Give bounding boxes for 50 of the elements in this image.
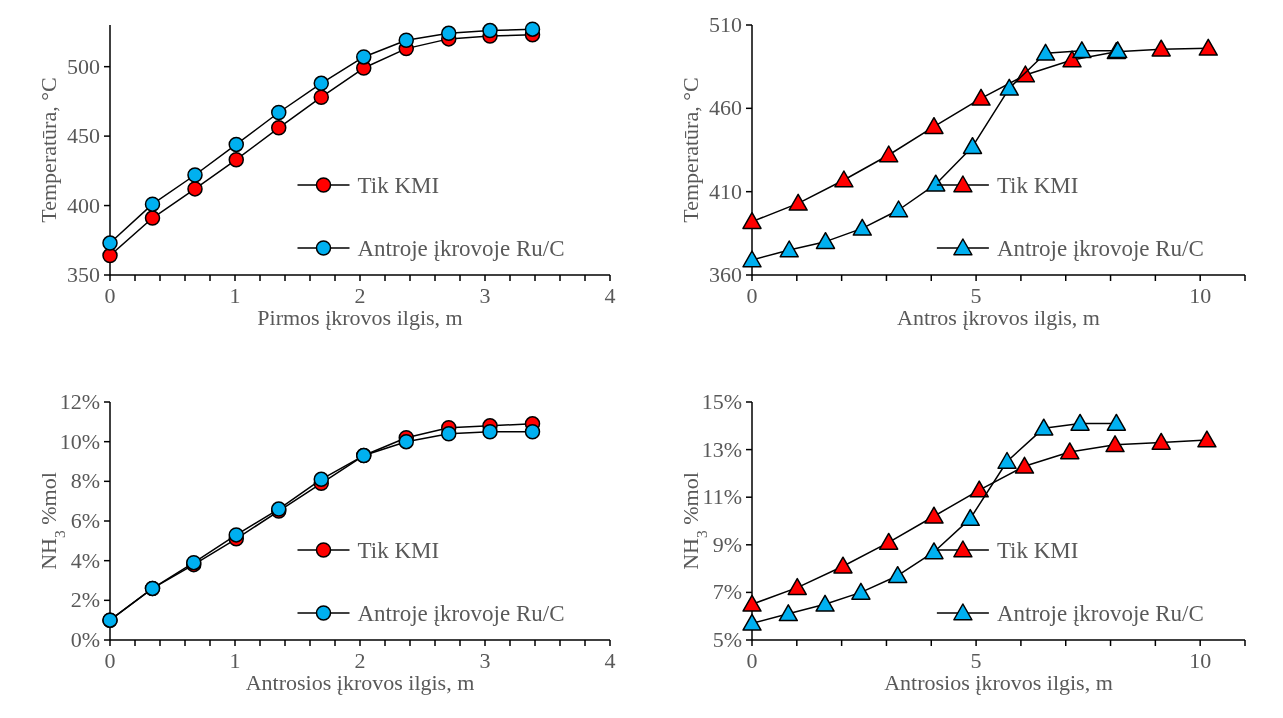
x-tick-label: 10 [1189,648,1212,673]
y-tick-label: 410 [709,178,742,204]
legend-label: Tik KMI [996,173,1079,198]
x-tick-label: 10 [1189,283,1212,308]
y-tick-label: 15% [701,389,742,414]
x-tick-label: 2 [354,283,366,308]
x-tick-label: 5 [970,648,982,673]
y-tick-label: 10% [59,428,100,454]
x-tick-label: 4 [604,283,616,308]
y-tick-label: 8% [70,468,100,494]
x-axis-title: Antrosios įkrovos ilgis, m [884,670,1113,695]
legend-label: Antroje įkrovoje Ru/C [357,601,565,626]
y-tick-label: 350 [67,262,100,287]
x-tick-label: 0 [746,283,758,308]
y-tick-label: 360 [709,262,742,287]
x-tick-label: 2 [354,648,366,673]
y-tick-label: 4% [70,547,100,573]
x-axis-title: Antrosios įkrovos ilgis, m [245,670,475,695]
y-tick-label: 12% [59,389,100,414]
x-axis-title: Pirmos įkrovos ilgis, m [257,305,463,330]
y-tick-label: 2% [70,587,100,613]
y-tick-label: 450 [67,123,100,149]
x-tick-label: 0 [104,648,116,673]
x-tick-label: 0 [746,648,758,673]
y-tick-label: 500 [67,53,100,79]
x-axis-title: Antros įkrovos ilgis, m [897,305,1100,330]
y-tick-label: 7% [712,579,742,605]
x-tick-label: 1 [229,648,241,673]
legend-label: Antroje įkrovoje Ru/C [996,601,1204,626]
y-tick-label: 460 [709,95,742,121]
y-tick-label: 5% [712,627,742,652]
legend-label: Tik KMI [357,538,440,563]
legend-label: Antroje įkrovoje Ru/C [996,236,1204,261]
y-tick-label: 13% [701,436,742,462]
legend-label: Antroje įkrovoje Ru/C [357,236,565,261]
y-tick-label: 510 [709,12,742,37]
y-tick-label: 0% [70,627,100,652]
y-axis-title: Temperatūra, °C [36,77,61,223]
y-tick-label: 400 [67,192,100,218]
x-tick-label: 1 [229,283,241,308]
y-axis-title: Temperatūra, °C [678,77,703,223]
legend-label: Tik KMI [357,173,440,198]
x-tick-label: 5 [970,283,982,308]
x-tick-label: 4 [604,648,616,673]
y-tick-label: 9% [712,531,742,557]
y-tick-label: 6% [70,508,100,533]
x-tick-label: 3 [479,283,491,308]
x-tick-label: 3 [479,648,491,673]
x-tick-label: 0 [104,283,116,308]
legend-label: Tik KMI [996,538,1079,563]
